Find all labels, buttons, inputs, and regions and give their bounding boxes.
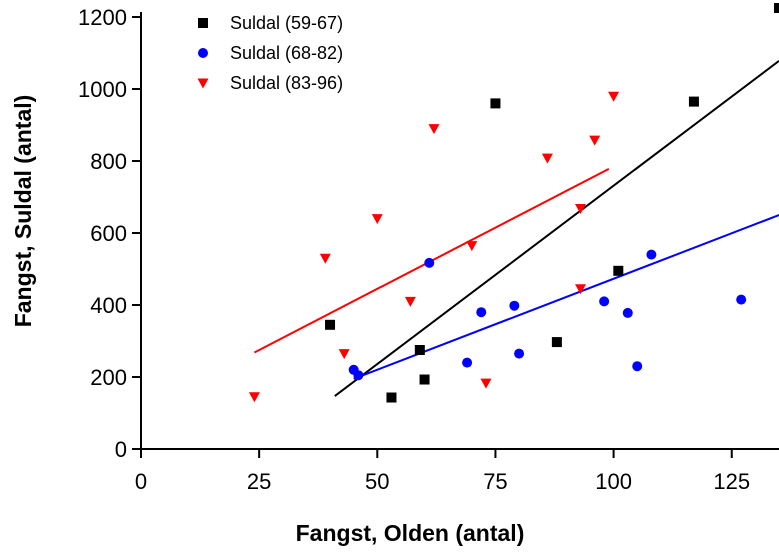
legend: Suldal (59-67) Suldal (68-82) Suldal (83-9… [197, 13, 343, 93]
data-point [428, 124, 440, 135]
legend-marker [197, 78, 209, 89]
trendline [353, 214, 779, 380]
data-point [386, 392, 397, 403]
data-point [419, 374, 430, 385]
legend-marker [198, 18, 208, 28]
data-point [613, 265, 624, 276]
data-point [509, 300, 520, 311]
y-tick-label: 0 [115, 437, 127, 462]
data-point [774, 3, 779, 13]
data-point [371, 214, 383, 225]
axes: 0 25 50 75 100 125 0 200 400 600 800 1000 1200 [78, 5, 779, 494]
data-point [414, 345, 425, 355]
data-point [599, 296, 610, 307]
y-tick-label: 600 [90, 221, 127, 246]
data-point [575, 204, 587, 215]
data-point [490, 98, 501, 109]
trendline [334, 60, 779, 397]
data-point [688, 96, 699, 107]
y-tick-label: 1000 [78, 77, 127, 102]
data-points [248, 3, 779, 403]
x-tick-label: 100 [595, 469, 632, 494]
data-point [541, 153, 553, 164]
data-point [424, 257, 435, 268]
legend-label: Suldal (59-67) [230, 13, 343, 33]
data-point [466, 241, 478, 252]
legend-marker [198, 48, 208, 58]
y-tick-label: 200 [90, 365, 127, 390]
x-tick-label: 75 [483, 469, 507, 494]
data-point [736, 294, 747, 305]
legend-label: Suldal (83-96) [230, 73, 343, 93]
data-point [319, 253, 331, 264]
data-point [632, 361, 643, 372]
x-tick-label: 25 [247, 469, 271, 494]
data-point [514, 348, 525, 359]
data-point [575, 284, 587, 295]
x-axis-title: Fangst, Olden (antal) [296, 520, 525, 546]
legend-label: Suldal (68-82) [230, 43, 343, 63]
x-tick-label: 0 [135, 469, 147, 494]
data-point [404, 296, 416, 307]
y-axis-title: Fangst, Suldal (antal) [10, 95, 36, 328]
x-tick-label: 125 [713, 469, 750, 494]
data-point [476, 307, 487, 318]
x-tick-label: 50 [365, 469, 389, 494]
y-tick-label: 800 [90, 149, 127, 174]
trendlines [253, 60, 779, 397]
data-point [551, 337, 562, 348]
y-tick-label: 400 [90, 293, 127, 318]
y-tick-label: 1200 [78, 5, 127, 30]
data-point [462, 357, 473, 368]
data-point [608, 91, 620, 102]
data-point [646, 249, 657, 260]
data-point [353, 370, 364, 381]
data-point [589, 135, 601, 146]
data-point [622, 307, 633, 318]
data-point [480, 378, 492, 389]
data-point [248, 392, 260, 403]
data-point [325, 319, 336, 330]
data-point [338, 349, 350, 360]
